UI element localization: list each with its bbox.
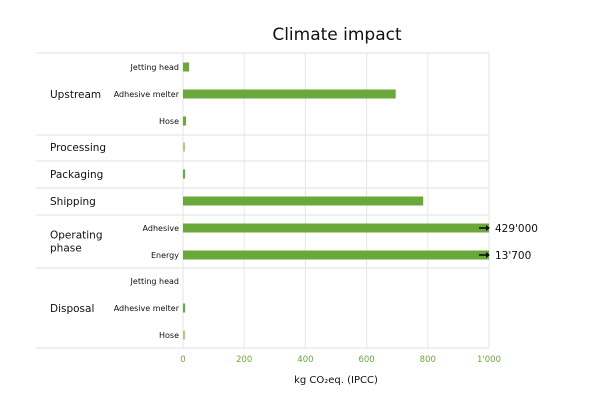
bar-category-label: Hose: [159, 117, 179, 126]
bar: [183, 303, 186, 313]
x-tick-label: 400: [297, 355, 313, 365]
bar: [183, 330, 185, 340]
x-tick-label: 200: [236, 355, 252, 365]
bar-category-label: Jetting head: [130, 63, 179, 72]
x-tick-label: 600: [358, 355, 374, 365]
bar: [183, 62, 190, 72]
data-label: 429'000: [495, 223, 538, 235]
x-tick-label: 800: [420, 355, 436, 365]
group-label: Operating: [50, 230, 103, 242]
group-label: Processing: [50, 142, 106, 154]
bar: [183, 89, 396, 99]
bar: [183, 196, 424, 206]
bar-category-label: Adhesive melter: [114, 304, 180, 313]
clipped-arrowhead: [486, 225, 490, 231]
x-axis-title: kg CO₂eq. (IPCC): [294, 375, 378, 386]
bar: [183, 142, 185, 152]
bar-category-label: Hose: [159, 331, 179, 340]
bar: [183, 116, 187, 126]
chart-title: Climate impact: [272, 25, 402, 45]
data-label: 13'700: [495, 250, 531, 262]
group-label: Shipping: [50, 196, 96, 208]
group-label: Packaging: [50, 169, 103, 181]
bar: [183, 250, 489, 260]
x-tick-label: 0: [180, 355, 185, 365]
bar-category-label: Energy: [151, 251, 179, 260]
bar-category-label: Jetting head: [130, 277, 179, 286]
group-label: Disposal: [50, 303, 94, 315]
clipped-arrowhead: [486, 252, 490, 258]
bar-category-label: Adhesive: [143, 224, 180, 233]
bar: [183, 169, 186, 179]
bar-category-label: Adhesive melter: [114, 90, 180, 99]
group-label: Upstream: [50, 89, 101, 101]
x-tick-label: 1'000: [477, 355, 501, 365]
bar: [183, 223, 489, 233]
group-label: phase: [50, 243, 82, 255]
